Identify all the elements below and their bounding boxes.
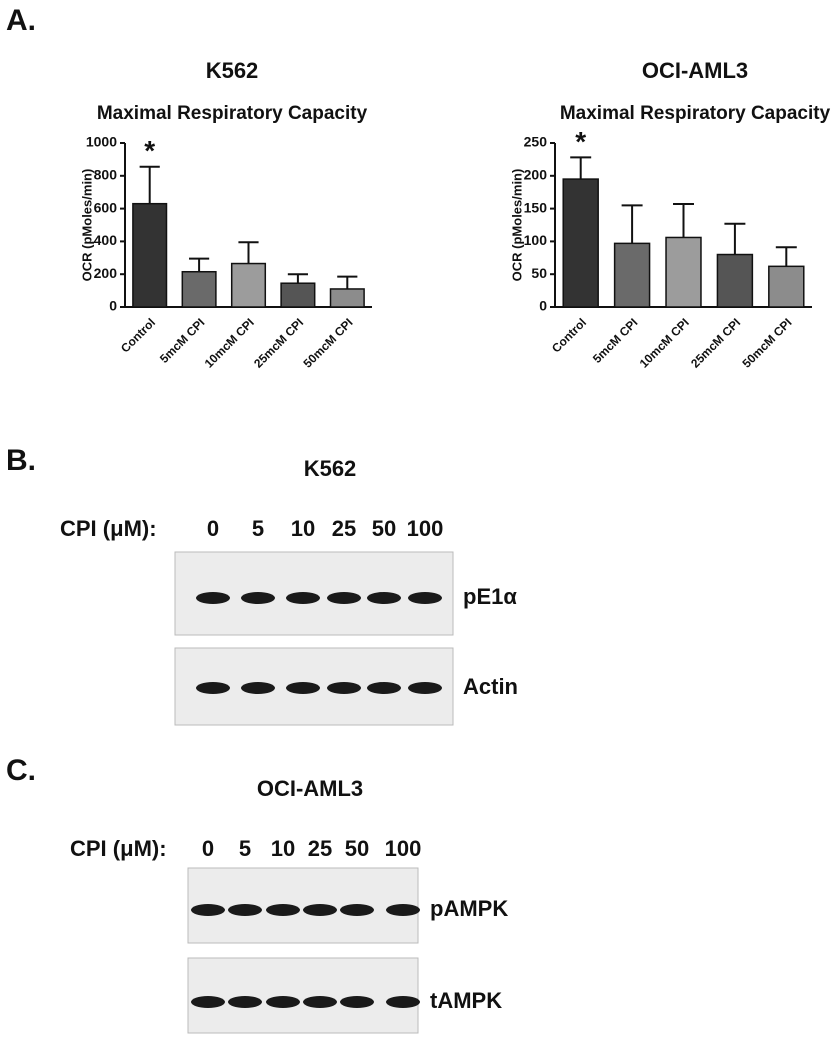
y-tick-label: 200 [524, 167, 548, 183]
y-tick-label: 200 [94, 265, 118, 281]
blot-band [241, 592, 275, 604]
panel-label: A. [6, 4, 36, 37]
blot-band [196, 682, 230, 694]
blot-row-label: Actin [463, 674, 518, 699]
bar [181, 270, 217, 308]
y-axis-label: OCR (pMoles/min) [79, 169, 94, 282]
blot-row-label: tAMPK [430, 988, 502, 1013]
blot-band [408, 592, 442, 604]
bar [613, 242, 651, 308]
x-tick-label: 50mcM CPI [300, 315, 355, 370]
y-tick-label: 0 [539, 298, 547, 314]
blot-band [303, 996, 337, 1008]
blot-band [386, 996, 420, 1008]
bar [716, 253, 754, 308]
blot-band [266, 904, 300, 916]
lane-header: CPI (μM): [70, 836, 167, 861]
blot-band [367, 682, 401, 694]
blot-row-label: pAMPK [430, 896, 508, 921]
chart-subtitle: Maximal Respiratory Capacity [560, 103, 831, 124]
y-tick-label: 50 [531, 265, 547, 281]
blot-band [266, 996, 300, 1008]
x-tick-label: Control [549, 315, 589, 355]
lane-label: 0 [202, 836, 214, 861]
chart-title: K562 [206, 58, 259, 83]
blot-band [408, 682, 442, 694]
x-tick-label: Control [118, 315, 158, 355]
y-tick-label: 400 [94, 232, 118, 248]
lane-label: 5 [239, 836, 251, 861]
x-tick-label: 10mcM CPI [637, 315, 692, 370]
blot-membrane [187, 867, 419, 944]
blot-title: OCI-AML3 [257, 776, 363, 801]
y-axis-label: OCR (pMoles/min) [509, 169, 524, 282]
bar [768, 265, 805, 308]
blot-band [286, 682, 320, 694]
bar [132, 202, 168, 308]
lane-label: 100 [385, 836, 422, 861]
bar [280, 282, 316, 308]
blot-band [303, 904, 337, 916]
blot-band [327, 682, 361, 694]
chart-title: OCI-AML3 [642, 58, 748, 83]
lane-label: 10 [271, 836, 295, 861]
y-tick-label: 0 [109, 298, 117, 314]
blot-membrane [187, 957, 419, 1034]
lane-label: 0 [207, 516, 219, 541]
y-tick-label: 150 [524, 199, 548, 215]
bar [230, 262, 267, 308]
y-tick-label: 800 [94, 167, 118, 183]
lane-label: 50 [345, 836, 369, 861]
blot-band [228, 904, 262, 916]
blot-band [367, 592, 401, 604]
lane-header: CPI (μM): [60, 516, 157, 541]
bar [329, 288, 365, 308]
x-tick-label: 25mcM CPI [688, 315, 743, 370]
annotation: * [144, 135, 155, 166]
lane-label: 100 [407, 516, 444, 541]
chart-subtitle: Maximal Respiratory Capacity [97, 103, 368, 124]
y-tick-label: 100 [524, 232, 548, 248]
x-tick-label: 5mcM CPI [590, 315, 640, 365]
lane-label: 25 [308, 836, 332, 861]
x-tick-label: 50mcM CPI [739, 315, 794, 370]
blot-band [340, 996, 374, 1008]
bar [562, 178, 599, 308]
lane-label: 50 [372, 516, 396, 541]
annotation: * [575, 126, 586, 157]
blot-row-label: pE1α [463, 584, 517, 609]
blot-band [286, 592, 320, 604]
y-tick-label: 600 [94, 199, 118, 215]
bar [665, 236, 702, 308]
blot-band [327, 592, 361, 604]
blot-band [241, 682, 275, 694]
blot-band [386, 904, 420, 916]
x-tick-label: 10mcM CPI [202, 315, 257, 370]
y-tick-label: 250 [524, 134, 548, 150]
panel-label: B. [6, 444, 36, 477]
blot-band [228, 996, 262, 1008]
lane-label: 10 [291, 516, 315, 541]
lane-label: 5 [252, 516, 264, 541]
lane-label: 25 [332, 516, 356, 541]
panel-label: C. [6, 754, 36, 787]
x-tick-label: 5mcM CPI [157, 315, 207, 365]
y-tick-label: 1000 [86, 134, 117, 150]
blot-band [191, 996, 225, 1008]
blot-band [340, 904, 374, 916]
blot-band [191, 904, 225, 916]
x-tick-label: 25mcM CPI [251, 315, 306, 370]
blot-band [196, 592, 230, 604]
blot-title: K562 [304, 456, 357, 481]
